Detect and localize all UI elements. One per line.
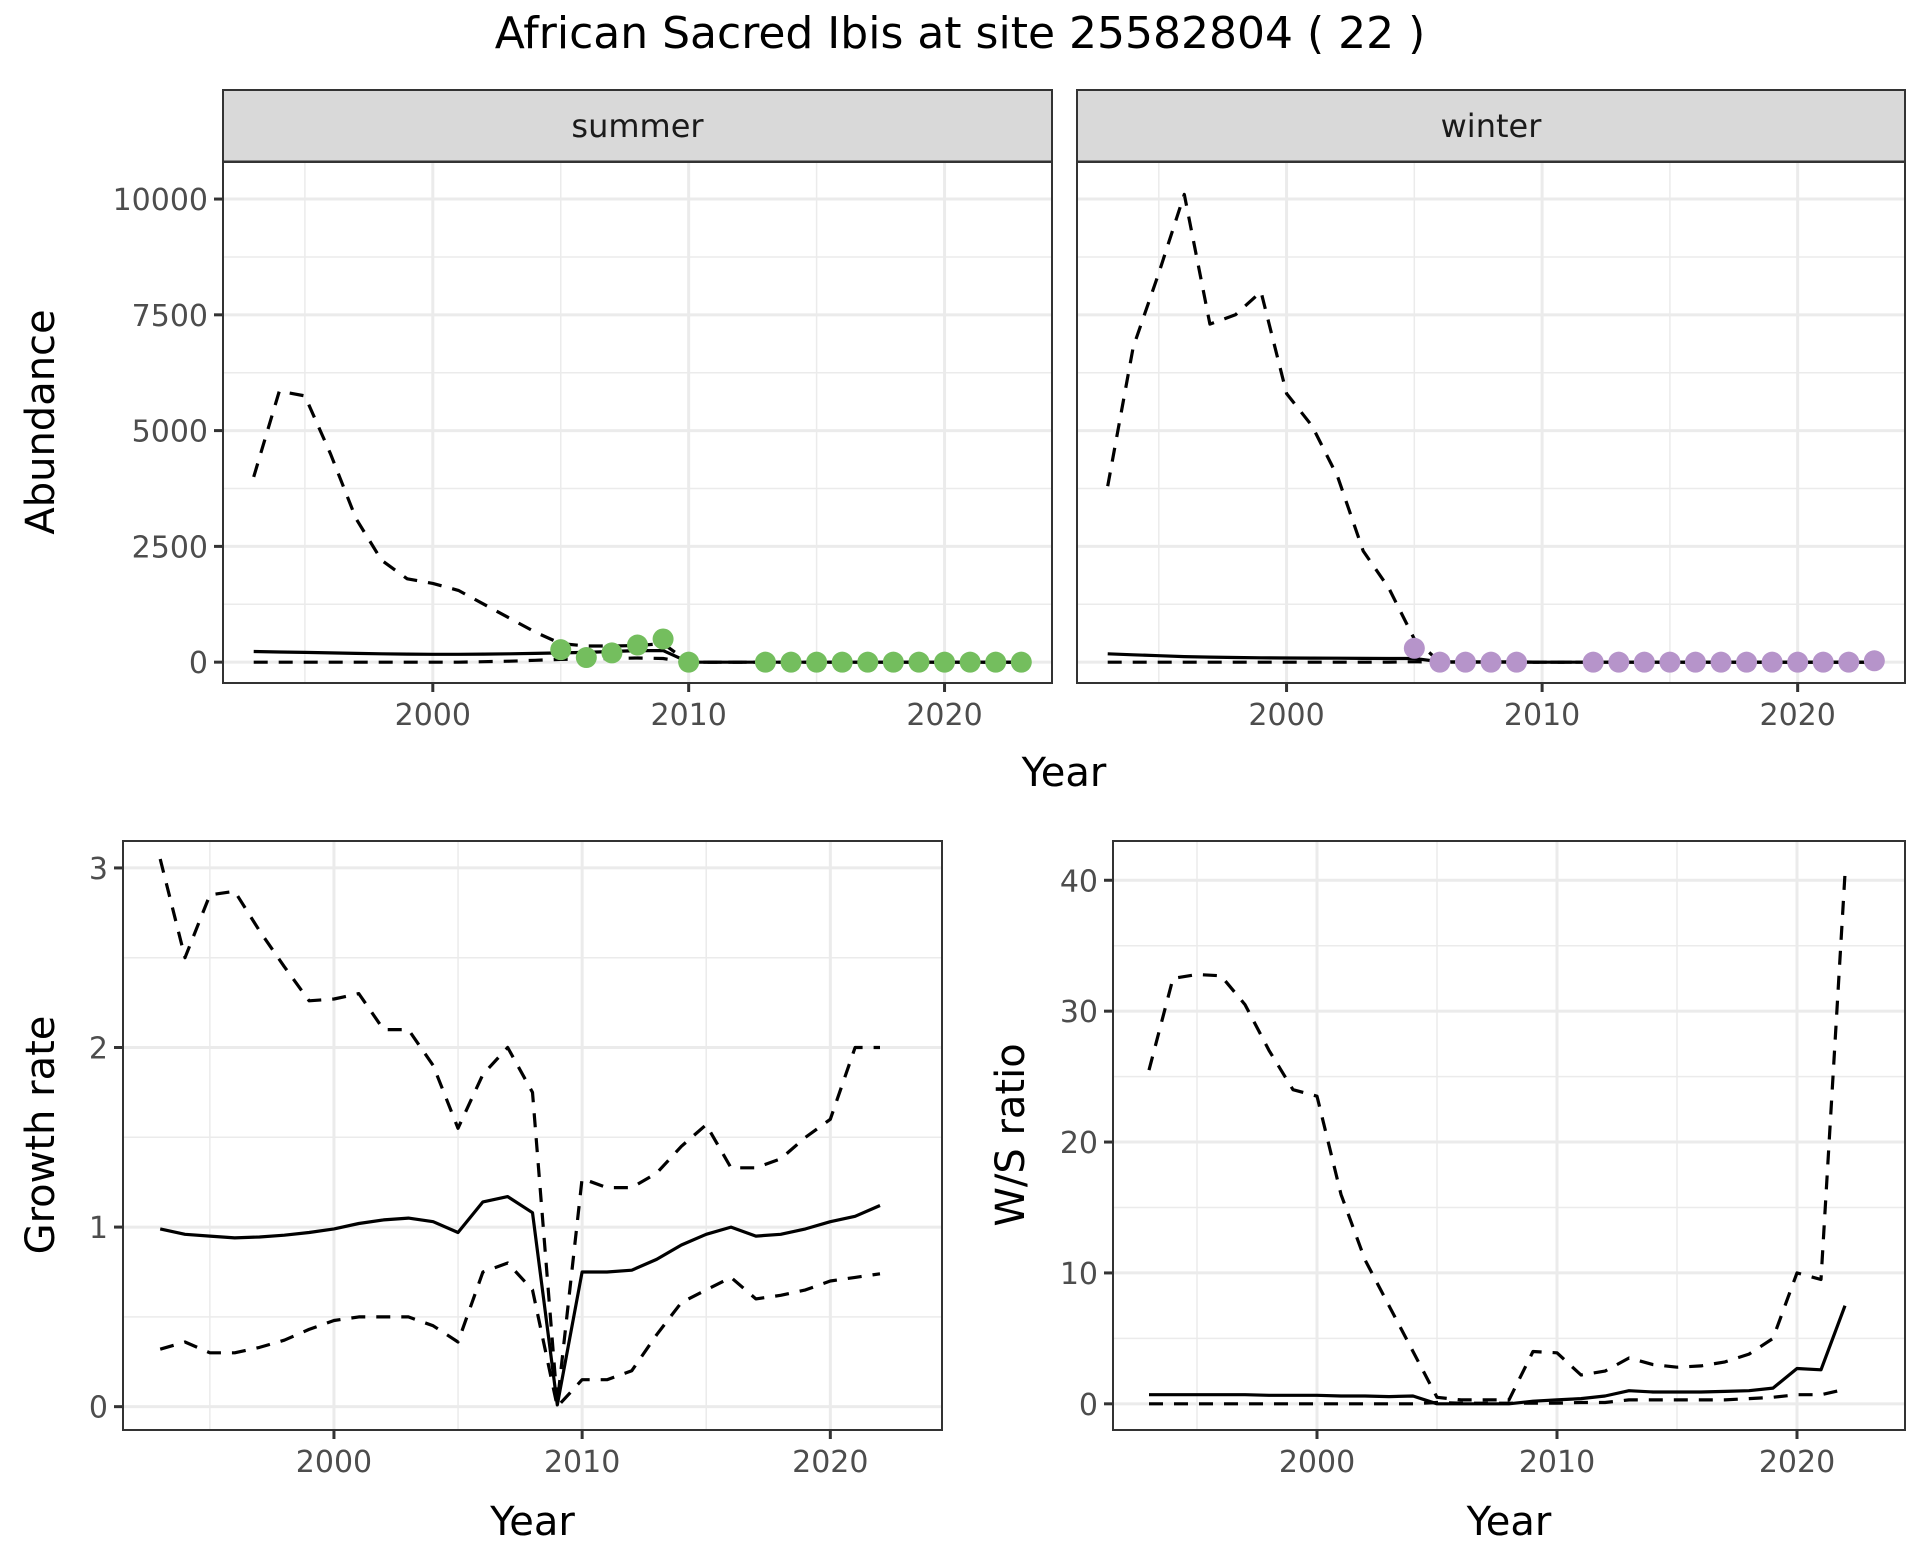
x-tick-label: 2020 (906, 698, 982, 733)
x-tick-label: 2020 (792, 1445, 868, 1480)
x-tick-label: 2010 (650, 698, 726, 733)
data-point (1838, 651, 1860, 673)
data-point (959, 651, 981, 673)
series-line-lower (1149, 1387, 1846, 1406)
data-point (678, 651, 700, 673)
data-point (780, 651, 802, 673)
ws-ratio-panel: 2000 2010 2020 0 10 20 30 40 (1060, 840, 1906, 1480)
series-line-upper (1106, 192, 1875, 664)
series-line-lower (159, 1261, 881, 1409)
x-tick-label: 2000 (1279, 1445, 1355, 1480)
data-point (1582, 651, 1604, 673)
data-point (1429, 651, 1451, 673)
x-axis-title-ws: Year (1466, 1499, 1552, 1545)
y-tick-label: 7500 (132, 299, 208, 334)
data-point (601, 642, 623, 664)
data-point (806, 651, 828, 673)
data-point (1787, 651, 1809, 673)
y-axis-title-ws: W/S ratio (988, 1043, 1034, 1226)
y-tick-label: 0 (89, 1391, 108, 1426)
y-tick-label: 40 (1060, 864, 1098, 899)
panel-background (123, 841, 942, 1430)
y-axis-title-abundance: Abundance (18, 309, 64, 534)
data-point (1736, 651, 1758, 673)
x-tick-label: 2010 (1504, 698, 1580, 733)
data-point (1608, 651, 1630, 673)
series-line-upper (158, 858, 880, 1405)
data-point (550, 639, 572, 661)
data-point (1710, 651, 1732, 673)
data-point (1761, 651, 1783, 673)
data-point (1506, 651, 1528, 673)
y-tick-label: 1 (89, 1211, 108, 1246)
data-point (627, 634, 648, 656)
abundance-panel-winter: 2000 2010 2020 (1076, 161, 1906, 733)
data-point (831, 651, 853, 673)
y-tick-label: 0 (1079, 1388, 1098, 1423)
x-tick-label: 2000 (1248, 698, 1324, 733)
panel-background (223, 162, 1052, 683)
x-tick-label: 2010 (1519, 1445, 1595, 1480)
facet-label-summer: summer (571, 107, 704, 145)
x-tick-label: 2010 (544, 1445, 620, 1480)
x-tick-label: 2020 (1759, 698, 1835, 733)
series-line-median (159, 1195, 881, 1407)
data-point (1454, 651, 1476, 673)
y-tick-label: 2 (89, 1032, 108, 1067)
abundance-panel-summer: 2000 2010 2020 0 2500 5000 7500 10000 (113, 161, 1053, 733)
data-point (1863, 650, 1885, 672)
x-tick-label: 2020 (1759, 1445, 1835, 1480)
y-tick-label: 0 (189, 646, 208, 681)
y-tick-label: 2500 (132, 530, 208, 565)
facet-strip-summer (222, 89, 1053, 163)
data-point (652, 628, 674, 650)
y-tick-label: 10 (1060, 1257, 1098, 1292)
x-axis-title-growth: Year (489, 1499, 575, 1545)
y-tick-label: 30 (1060, 995, 1098, 1030)
data-point (1812, 651, 1834, 673)
series-line-median (1149, 1305, 1847, 1406)
data-point (1010, 651, 1032, 673)
chart-title: African Sacred Ibis at site 25582804 ( 2… (495, 8, 1426, 59)
y-axis-title-growth: Growth rate (18, 1016, 64, 1255)
data-point (1633, 651, 1655, 673)
y-tick-label: 10000 (113, 183, 208, 218)
data-point (882, 651, 904, 673)
x-tick-label: 2000 (395, 698, 471, 733)
x-tick-label: 2000 (296, 1445, 372, 1480)
data-point (1480, 651, 1502, 673)
panel-background (1113, 841, 1905, 1430)
facet-label-winter: winter (1441, 107, 1543, 145)
y-tick-label: 20 (1060, 1126, 1098, 1161)
panel-border (122, 840, 943, 1431)
y-tick-label: 5000 (132, 415, 208, 450)
data-point (934, 651, 956, 673)
data-point (575, 647, 597, 669)
data-point (1684, 651, 1706, 673)
growth-rate-panel: 2000 2010 2020 0 1 2 3 (89, 840, 943, 1480)
data-point (1659, 651, 1681, 673)
panel-background (1077, 162, 1905, 683)
data-point (985, 651, 1007, 673)
x-axis-title-abundance: Year (1021, 750, 1107, 796)
y-tick-label: 3 (89, 852, 108, 887)
data-point (754, 651, 776, 673)
data-point (1403, 637, 1425, 659)
panel-border (222, 161, 1053, 684)
data-point (857, 651, 879, 673)
data-point (908, 651, 930, 673)
panel-border (1076, 161, 1906, 684)
series-line-lower (253, 656, 1022, 664)
panel-border (1112, 840, 1906, 1431)
